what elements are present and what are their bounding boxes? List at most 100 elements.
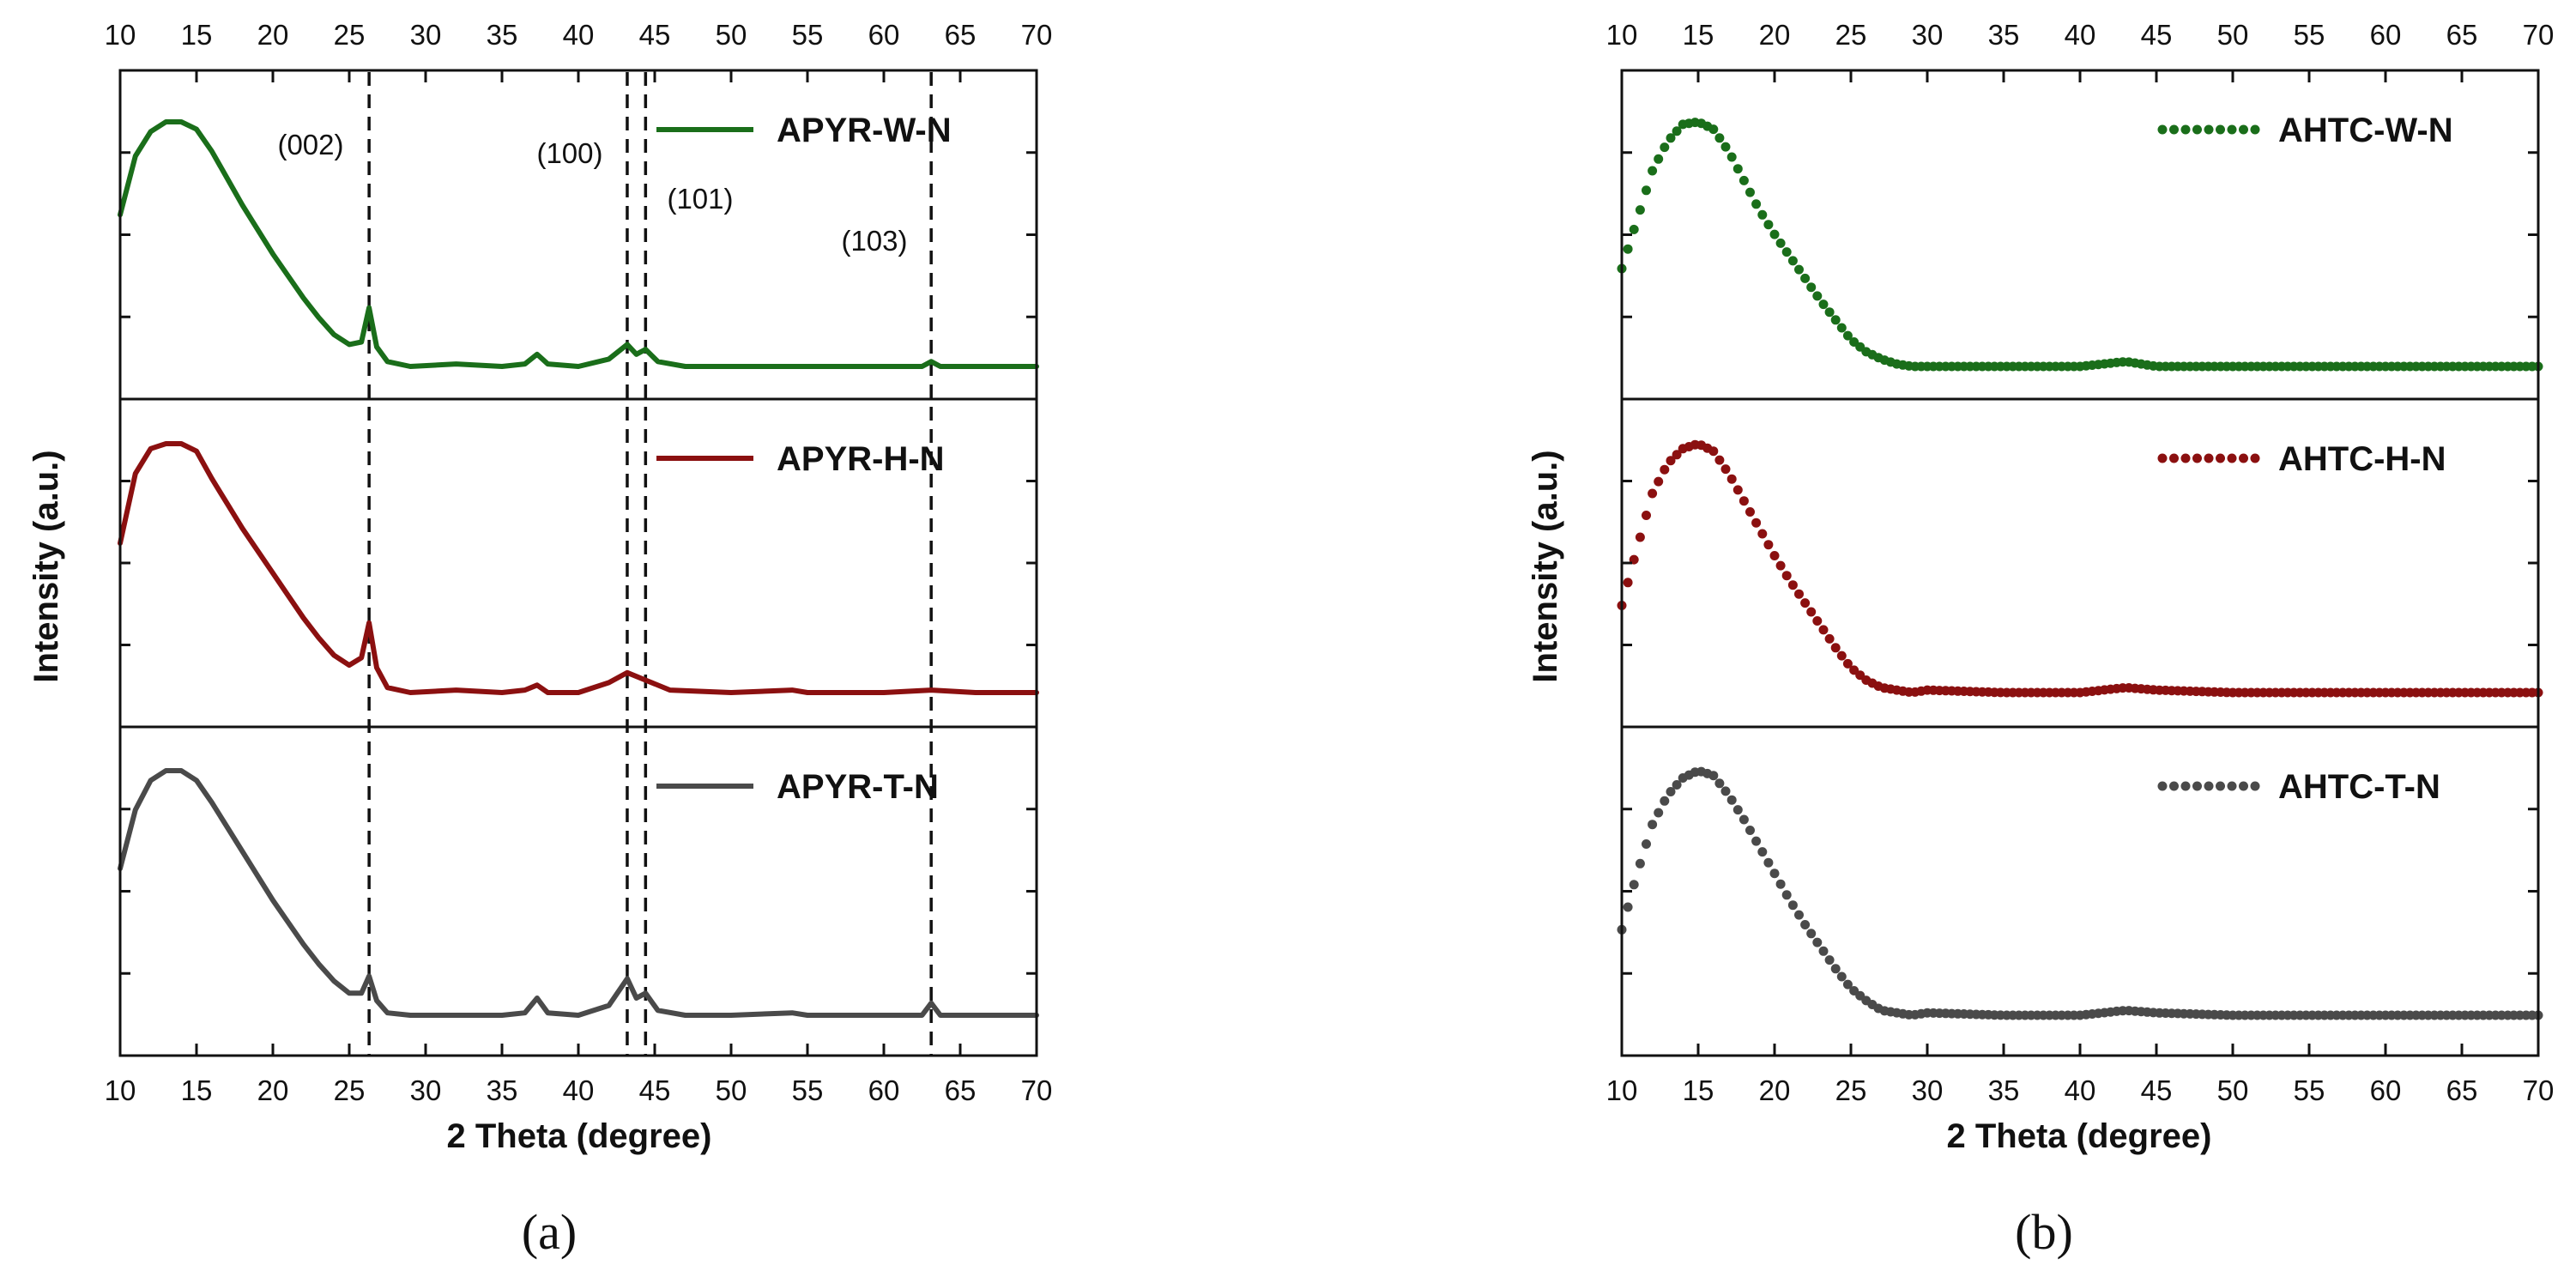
series-point — [1708, 771, 1719, 781]
legend-swatch-ahtc-h-n — [2157, 453, 2260, 463]
top-tick-label: 40 — [563, 19, 595, 51]
series-point — [1720, 142, 1731, 152]
series-point — [1635, 532, 1645, 542]
series-point — [1714, 778, 1725, 789]
top-tick-label: 15 — [1683, 19, 1714, 51]
series-point — [1666, 133, 1676, 143]
legend-dot — [2180, 124, 2191, 135]
series-point — [1806, 607, 1817, 617]
legend-swatch-ahtc-w-n — [2157, 124, 2260, 135]
series-point — [1794, 910, 1804, 920]
legend-dot — [2180, 781, 2191, 791]
top-tick-label: 20 — [257, 19, 289, 51]
bottom-tick-label: 30 — [410, 1074, 442, 1106]
series-point — [1642, 185, 1651, 196]
legend-dot — [2227, 124, 2237, 135]
legend-dot — [2204, 453, 2214, 463]
top-tick-label: 25 — [334, 19, 366, 51]
legend-label-ahtc-w-n: AHTC-W-N — [2278, 112, 2453, 149]
bottom-tick-label: 20 — [257, 1074, 289, 1106]
series-point — [1629, 224, 1639, 234]
series-point — [1830, 964, 1841, 974]
series-point — [1836, 971, 1847, 982]
peak-label-100: (100) — [536, 137, 602, 169]
series-point — [1660, 464, 1670, 475]
bottom-tick-label: 25 — [1835, 1074, 1867, 1106]
top-tick-label: 50 — [716, 19, 747, 51]
panel-a-y-axis-title: Intensity (a.u.) — [27, 450, 65, 682]
series-point — [1824, 633, 1835, 644]
series-point — [1757, 529, 1768, 539]
legend-dot — [2239, 781, 2248, 791]
peak-label-103: (103) — [841, 225, 907, 257]
top-tick-label: 65 — [2446, 19, 2478, 51]
bottom-tick-label: 70 — [2523, 1074, 2555, 1106]
legend-dot — [2192, 453, 2202, 463]
bottom-tick-label: 10 — [1606, 1074, 1638, 1106]
series-point — [1836, 323, 1847, 333]
legend-dot — [2227, 781, 2237, 791]
series-point — [1732, 485, 1743, 495]
panel-a-bottom-tick-labels: 10 15 20 25 30 35 40 45 50 55 60 65 70 — [105, 1074, 1053, 1106]
series-point — [1824, 307, 1835, 318]
panel-b-x-axis-title: 2 Theta (degree) — [1947, 1117, 2212, 1155]
top-tick-label: 60 — [868, 19, 900, 51]
series-point — [1751, 517, 1762, 528]
series-point — [1660, 796, 1670, 806]
series-point — [1806, 282, 1817, 293]
series-point — [1738, 496, 1749, 506]
series-point — [1732, 805, 1743, 815]
peak-label-002: (002) — [277, 129, 343, 160]
top-tick-label: 70 — [1021, 19, 1053, 51]
panel-b-y-axis-title: Intensity (a.u.) — [1527, 450, 1564, 682]
series-point — [1648, 820, 1658, 830]
panel-a-label: (a) — [522, 1204, 577, 1260]
series-point — [1738, 814, 1749, 825]
top-tick-label: 45 — [2141, 19, 2173, 51]
bottom-tick-label: 55 — [792, 1074, 824, 1106]
top-tick-label: 30 — [1912, 19, 1944, 51]
series-point — [1642, 511, 1651, 520]
series-point — [1763, 220, 1774, 230]
bottom-tick-label: 70 — [1021, 1074, 1053, 1106]
series-point — [1781, 890, 1792, 900]
legend-dot — [2192, 124, 2202, 135]
series-point — [1842, 330, 1853, 341]
legend-dot — [2157, 124, 2168, 135]
legend-dot — [2216, 124, 2225, 135]
series-line — [118, 119, 1039, 369]
bottom-tick-label: 60 — [2370, 1074, 2402, 1106]
series-point — [1800, 920, 1811, 929]
top-tick-label: 65 — [945, 19, 977, 51]
panel-b-frames — [1620, 69, 2540, 1057]
bottom-tick-label: 45 — [2141, 1074, 2173, 1106]
series-point — [1642, 839, 1651, 849]
top-tick-label: 60 — [2370, 19, 2402, 51]
series-point — [1763, 857, 1774, 868]
legend-label-apyr-h-n: APYR-H-N — [777, 440, 945, 478]
series-point — [1775, 879, 1786, 889]
legend-dot — [2227, 453, 2237, 463]
panel-a-x-axis-title: 2 Theta (degree) — [447, 1117, 712, 1155]
top-tick-label: 70 — [2523, 19, 2555, 51]
series-point — [1812, 937, 1823, 947]
series-point — [1830, 315, 1841, 325]
series-point — [1769, 869, 1780, 879]
bottom-tick-label: 25 — [334, 1074, 366, 1106]
legend-dot — [2239, 124, 2248, 135]
series-point — [1623, 578, 1633, 588]
top-tick-label: 45 — [639, 19, 671, 51]
legend-dot — [2216, 781, 2225, 791]
bottom-tick-label: 35 — [487, 1074, 518, 1106]
panel-a-plot — [118, 72, 1039, 1056]
top-tick-label: 25 — [1835, 19, 1867, 51]
legend-dot — [2157, 453, 2168, 463]
legend-dot — [2169, 124, 2179, 135]
legend-swatch-ahtc-t-n — [2157, 781, 2260, 791]
series-point — [1781, 247, 1792, 257]
panel-b: Intensity (a.u.) 10 15 20 25 30 35 40 45 50 55 60 6… — [1527, 19, 2554, 1260]
series-point — [1648, 166, 1658, 176]
series-point — [1800, 273, 1811, 283]
series-line — [118, 441, 1039, 695]
